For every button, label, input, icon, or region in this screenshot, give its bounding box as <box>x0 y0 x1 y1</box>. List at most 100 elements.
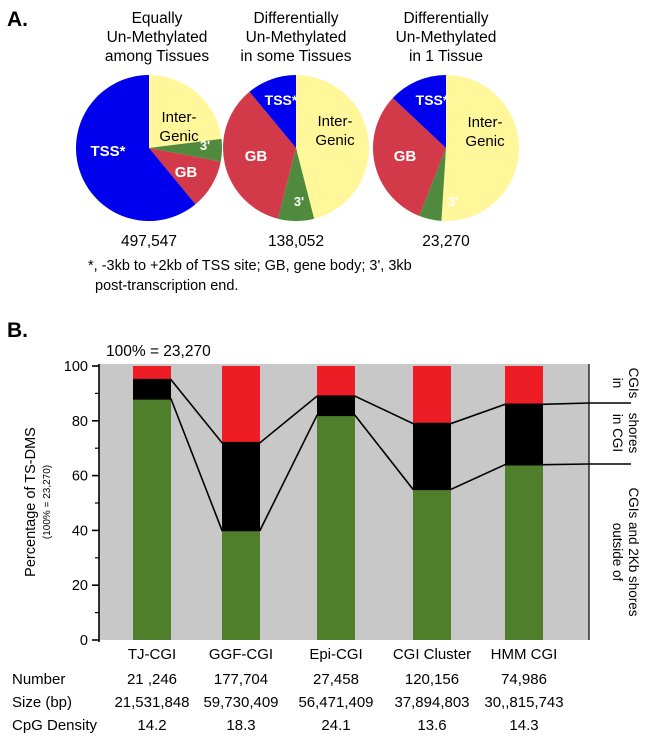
pie-title-line: Equally <box>132 10 183 27</box>
bracket-label-cgis-1: in <box>610 378 625 389</box>
y-tick-label: 60 <box>72 469 88 485</box>
slice-label: Inter-Genic <box>315 113 355 149</box>
table-cell: 21 ,246 <box>127 671 177 688</box>
bracket-label-outside-1: outside of <box>610 523 625 582</box>
y-axis-label: Percentage of TS-DMS <box>23 427 39 577</box>
bracket-label-outside-2: CGIs and 2Kb shores <box>626 487 641 616</box>
category-bracket: in CGIs in CGI shores outside of CGIs an… <box>588 364 641 640</box>
x-category-label: CGI Cluster <box>393 646 471 663</box>
slice-label: TSS* <box>90 143 125 160</box>
slice-label: TSS* <box>416 92 449 108</box>
y-axis-sublabel: (100% = 23,270) <box>42 465 53 539</box>
pie-charts: Inter-Genic3'GBTSS*Inter-Genic3'GBTSS*In… <box>76 74 519 222</box>
slice-label: TSS* <box>265 92 298 108</box>
pie-title-line: in some Tissues <box>240 48 351 65</box>
slice-label: GB <box>394 148 417 165</box>
pie-slice <box>372 98 446 216</box>
pie-title-line: Un-Methylated <box>246 29 347 46</box>
pie-chart: Inter-Genic 3' GB TSS* <box>372 74 519 221</box>
pie-slice <box>441 74 519 221</box>
x-category-label: TJ-CGI <box>128 646 176 663</box>
pie-title-line: among Tissues <box>105 48 209 65</box>
pie-slice <box>296 75 369 219</box>
table-row-label: Number <box>12 671 65 688</box>
table-cell: 27,458 <box>313 671 359 688</box>
pie-slice <box>419 148 446 221</box>
bar-segment <box>222 442 260 531</box>
y-tick-label: 0 <box>80 633 88 649</box>
x-category-label: Epi-CGI <box>309 646 362 663</box>
table-cell: 13.6 <box>417 717 446 734</box>
x-axis-labels: TJ-CGI GGF-CGI Epi-CGI CGI Cluster HMM CGI <box>128 646 558 663</box>
table-row-label: CpG Density <box>12 717 98 734</box>
pie-slice <box>76 75 196 222</box>
stacked-bars <box>133 366 543 640</box>
table-cell: 21,531,848 <box>114 694 189 711</box>
connector-lines <box>133 378 590 532</box>
bracket-label-cgis-2: CGIs <box>626 368 641 399</box>
footnote-line-2: post-transcription end. <box>95 278 238 294</box>
bar-segment <box>133 366 171 380</box>
y-tick-label: 20 <box>72 578 88 594</box>
table-cell: 59,730,409 <box>203 694 278 711</box>
bar-segment <box>133 379 171 399</box>
pie-totals: 497,547 138,052 23,270 <box>121 233 470 250</box>
slice-label: 3' <box>200 138 210 153</box>
table-row-label: Size (bp) <box>12 694 72 711</box>
slice-label: Inter-Genic <box>159 109 199 145</box>
bar-segment <box>505 404 543 465</box>
slice-label: 3' <box>294 194 304 209</box>
footnote-line-1: *, -3kb to +2kb of TSS site; GB, gene bo… <box>88 258 412 274</box>
pie-title-line: in 1 Tissue <box>409 48 483 65</box>
panel-a-label: A. <box>7 8 28 31</box>
table-cell: 14.2 <box>137 717 166 734</box>
pie-slice <box>392 75 446 148</box>
bar-segment <box>317 366 355 397</box>
slice-label: 3' <box>448 194 458 209</box>
y-tick-label: 80 <box>72 414 88 430</box>
pie-slice <box>149 148 221 205</box>
table-cell: 14.3 <box>509 717 538 734</box>
table-cell: 177,704 <box>214 671 268 688</box>
table-cell: 56,471,409 <box>298 694 373 711</box>
bar-segment <box>133 398 171 640</box>
pie-title-line: Un-Methylated <box>107 29 208 46</box>
table-cell: 74,986 <box>501 671 547 688</box>
pie-total: 23,270 <box>422 233 470 250</box>
bar-segment <box>317 415 355 640</box>
bracket-label-shores-1: in CGI <box>610 414 625 452</box>
table-cell: 30,,815,743 <box>484 694 563 711</box>
slice-label: GB <box>245 148 268 165</box>
connector-line <box>133 398 590 532</box>
pie-chart: Inter-Genic 3' GB TSS* <box>223 75 369 222</box>
y-tick-label: 100 <box>64 359 88 375</box>
pie-slice <box>149 138 222 162</box>
y-tick-label: 40 <box>72 523 88 539</box>
x-category-label: HMM CGI <box>491 646 558 663</box>
slice-label: GB <box>175 164 198 181</box>
bar-segment <box>505 366 543 405</box>
pie-title-line: Un-Methylated <box>396 29 497 46</box>
table-cell: 24.1 <box>321 717 350 734</box>
table-cell: 120,156 <box>405 671 459 688</box>
table-cell: 37,894,803 <box>394 694 469 711</box>
bar-segment <box>413 366 451 424</box>
bar-segment <box>413 423 451 490</box>
pie-total: 497,547 <box>121 233 177 250</box>
pie-titles: Equally Un-Methylated among Tissues Differe… <box>105 10 497 65</box>
bar-segment <box>413 489 451 640</box>
pie-total: 138,052 <box>268 233 324 250</box>
table-cell: 18.3 <box>226 717 255 734</box>
bar-segment <box>505 464 543 640</box>
bar-segment <box>222 530 260 640</box>
pie-title-line: Differentially <box>253 10 338 27</box>
slice-label: Inter-Genic <box>465 114 505 150</box>
pie-slice <box>149 75 222 148</box>
pie-slice <box>223 91 296 219</box>
connector-line <box>133 378 590 444</box>
x-category-label: GGF-CGI <box>209 646 273 663</box>
bracket-label-shores-2: shores <box>626 413 641 454</box>
pie-title-line: Differentially <box>403 10 488 27</box>
